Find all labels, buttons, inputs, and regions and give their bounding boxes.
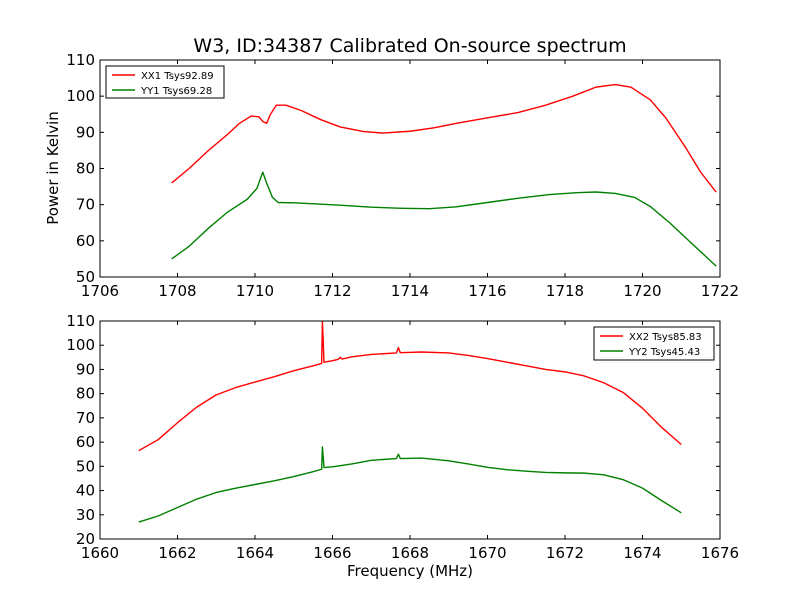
y-tick-label: 100 xyxy=(66,336,95,354)
x-tick-label: 1662 xyxy=(158,544,196,562)
y-tick-label: 100 xyxy=(66,87,95,105)
x-tick-label: 1716 xyxy=(468,282,506,300)
x-tick-label: 1660 xyxy=(81,544,119,562)
y-axis-label: Power in Kelvin xyxy=(44,111,62,225)
x-tick-label: 1706 xyxy=(81,282,119,300)
y-tick-label: 60 xyxy=(76,433,95,451)
y-tick-label: 30 xyxy=(76,506,95,524)
x-tick-label: 1672 xyxy=(546,544,584,562)
legend-box xyxy=(105,65,225,99)
y-tick-label: 40 xyxy=(76,482,95,500)
x-tick-label: 1722 xyxy=(701,282,739,300)
y-tick-label: 80 xyxy=(76,385,95,403)
y-tick-label: 70 xyxy=(76,196,95,214)
x-tick-label: 1720 xyxy=(623,282,661,300)
legend-label: YY2 Tsys45.43 xyxy=(628,347,700,358)
x-tick-label: 1674 xyxy=(623,544,661,562)
bottom-panel: 1660 1662 1664 1666 1668 1670 1672 1674 1676 20 30… xyxy=(66,312,739,562)
top-panel: 1706 1708 1710 1712 1714 1716 1718 1720 1722 50 60… xyxy=(66,51,739,300)
x-tick-label: 1714 xyxy=(391,282,429,300)
x-tick-label: 1668 xyxy=(391,544,429,562)
y-tick-label: 90 xyxy=(76,360,95,378)
chart-title: W3, ID:34387 Calibrated On-source spectr… xyxy=(193,35,626,57)
y-tick-label: 20 xyxy=(76,530,95,548)
legend-box xyxy=(593,326,715,361)
x-tick-label: 1710 xyxy=(236,282,274,300)
y-tick-label: 70 xyxy=(76,409,95,427)
legend: XX2 Tsys85.83 YY2 Tsys45.43 xyxy=(593,326,715,361)
x-tick-label: 1676 xyxy=(701,544,739,562)
x-tick-label: 1666 xyxy=(313,544,351,562)
x-tick-label: 1664 xyxy=(236,544,274,562)
plot-frame xyxy=(99,59,721,278)
series-line-green xyxy=(138,446,682,523)
y-tick-label: 60 xyxy=(76,232,95,250)
y-tick-label: 110 xyxy=(66,312,95,330)
y-tick-label: 50 xyxy=(76,268,95,286)
x-tick-label: 1712 xyxy=(313,282,351,300)
series-line-green xyxy=(171,171,717,267)
plot-frame xyxy=(99,320,721,540)
y-tick-label: 80 xyxy=(76,160,95,178)
legend-label: XX2 Tsys85.83 xyxy=(629,332,702,343)
legend-label: XX1 Tsys92.89 xyxy=(141,71,214,82)
x-axis-label: Frequency (MHz) xyxy=(347,562,473,580)
x-tick-label: 1670 xyxy=(468,544,506,562)
y-tick-label: 50 xyxy=(76,457,95,475)
x-tick-label: 1718 xyxy=(546,282,584,300)
legend: XX1 Tsys92.89 YY1 Tsys69.28 xyxy=(105,65,225,99)
x-tick-label: 1708 xyxy=(158,282,196,300)
y-tick-label: 90 xyxy=(76,123,95,141)
y-tick-label: 110 xyxy=(66,51,95,69)
legend-label: YY1 Tsys69.28 xyxy=(140,86,212,97)
series-line-red xyxy=(171,83,717,193)
series-line-red xyxy=(138,321,682,452)
